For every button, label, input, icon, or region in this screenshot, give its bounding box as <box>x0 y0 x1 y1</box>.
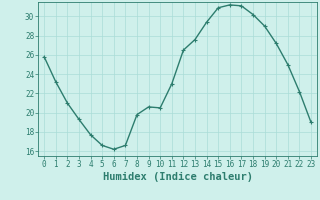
X-axis label: Humidex (Indice chaleur): Humidex (Indice chaleur) <box>103 172 252 182</box>
